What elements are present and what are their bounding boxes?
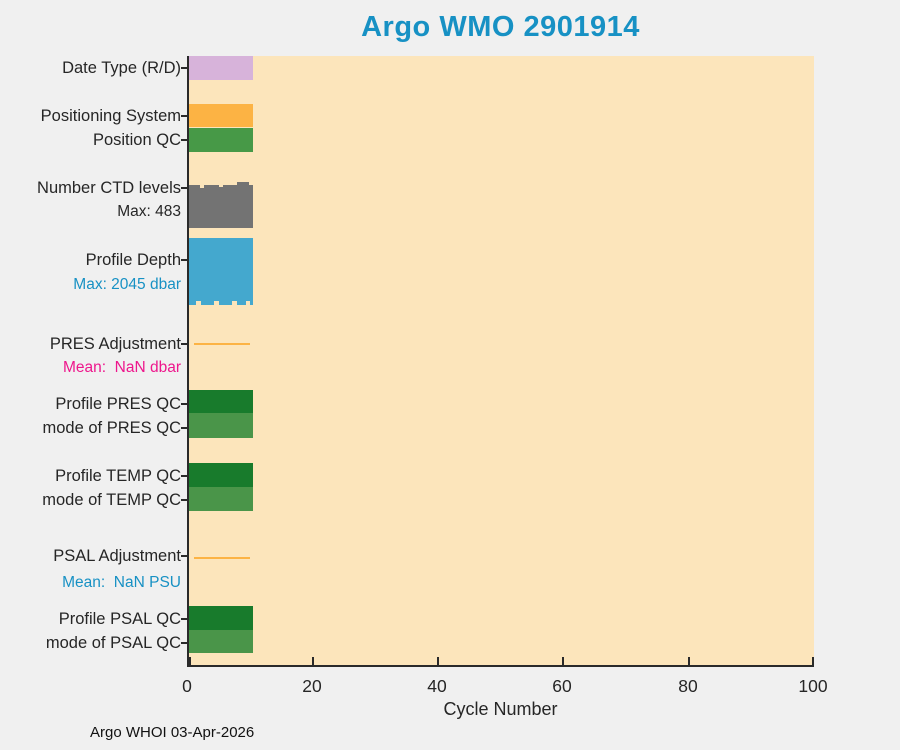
x-axis-tick <box>437 657 439 665</box>
row-label-mode-pres-qc: mode of PRES QC <box>42 419 181 437</box>
row-label-num-ctd-levels: Number CTD levels <box>37 179 181 197</box>
x-axis-title: Cycle Number <box>443 699 558 719</box>
x-axis-tick <box>562 657 564 665</box>
bar-mode-temp-qc <box>189 487 253 511</box>
y-axis-tick <box>181 475 187 477</box>
bar-profile-temp-qc <box>189 463 253 487</box>
row-label-position-qc: Position QC <box>92 131 181 149</box>
bar-date-type <box>189 56 253 80</box>
figure-caption: Argo WHOI 03-Apr-2026 <box>90 724 255 741</box>
bar-gap-notch <box>219 185 223 187</box>
bar-num-ctd-levels <box>189 182 253 228</box>
line-pres-adjustment <box>194 343 250 345</box>
bar-gap-notch <box>196 301 201 305</box>
x-tick-label-80: 80 <box>678 676 698 696</box>
row-label-pres-adjustment: PRES Adjustment <box>49 335 181 353</box>
line-psal-adjustment <box>194 557 250 559</box>
y-axis-tick <box>181 259 187 261</box>
x-tick-label-60: 60 <box>552 676 572 696</box>
y-axis-tick <box>181 427 187 429</box>
bar-gap-notch <box>200 185 204 188</box>
row-sublabel-psal-mean: Mean: NaN PSU <box>62 574 181 591</box>
x-tick-label-20: 20 <box>302 676 322 696</box>
row-label-psal-adjustment: PSAL Adjustment <box>53 547 181 565</box>
y-axis-tick <box>181 343 187 345</box>
y-axis-tick <box>181 555 187 557</box>
row-label-mode-temp-qc: mode of TEMP QC <box>42 491 181 509</box>
page-title: Argo WMO 2901914 <box>361 11 640 43</box>
row-label-positioning-system: Positioning System <box>40 107 181 125</box>
bar-gap-notch <box>232 301 237 305</box>
y-axis-tick <box>181 642 187 644</box>
x-axis-tick <box>812 657 814 665</box>
bar-profile-pres-qc <box>189 390 253 413</box>
row-label-profile-pres-qc: Profile PRES QC <box>55 395 181 413</box>
row-label-profile-temp-qc: Profile TEMP QC <box>55 467 181 485</box>
bar-mode-psal-qc <box>189 630 253 653</box>
bar-positioning-system <box>189 104 253 127</box>
row-label-profile-psal-qc: Profile PSAL QC <box>58 610 181 628</box>
bar-profile-psal-qc <box>189 606 253 630</box>
bar-gap-notch <box>214 301 219 305</box>
x-axis-tick <box>189 657 191 665</box>
row-label-date-type: Date Type (R/D) <box>62 59 181 77</box>
row-sublabel-max-ctd: Max: 483 <box>117 203 181 220</box>
bar-profile-depth <box>189 238 253 305</box>
bar-bump <box>237 182 249 185</box>
y-axis-tick <box>181 187 187 189</box>
y-axis-tick <box>181 499 187 501</box>
x-axis-tick <box>312 657 314 665</box>
y-axis-tick <box>181 618 187 620</box>
x-axis-tick <box>688 657 690 665</box>
y-axis-tick <box>181 67 187 69</box>
x-tick-label-40: 40 <box>427 676 447 696</box>
bar-position-qc <box>189 128 253 152</box>
row-label-mode-psal-qc: mode of PSAL QC <box>45 634 181 652</box>
y-axis-tick <box>181 139 187 141</box>
row-sublabel-pres-mean: Mean: NaN dbar <box>62 359 181 376</box>
bar-mode-pres-qc <box>189 413 253 438</box>
x-tick-label-100: 100 <box>798 676 828 696</box>
row-sublabel-max-depth: Max: 2045 dbar <box>73 276 181 293</box>
x-tick-label-0: 0 <box>182 676 192 696</box>
y-axis-tick <box>181 403 187 405</box>
y-axis-tick <box>181 115 187 117</box>
plot-area <box>187 56 814 667</box>
row-label-profile-depth: Profile Depth <box>85 251 181 269</box>
bar-gap-notch <box>246 301 250 305</box>
